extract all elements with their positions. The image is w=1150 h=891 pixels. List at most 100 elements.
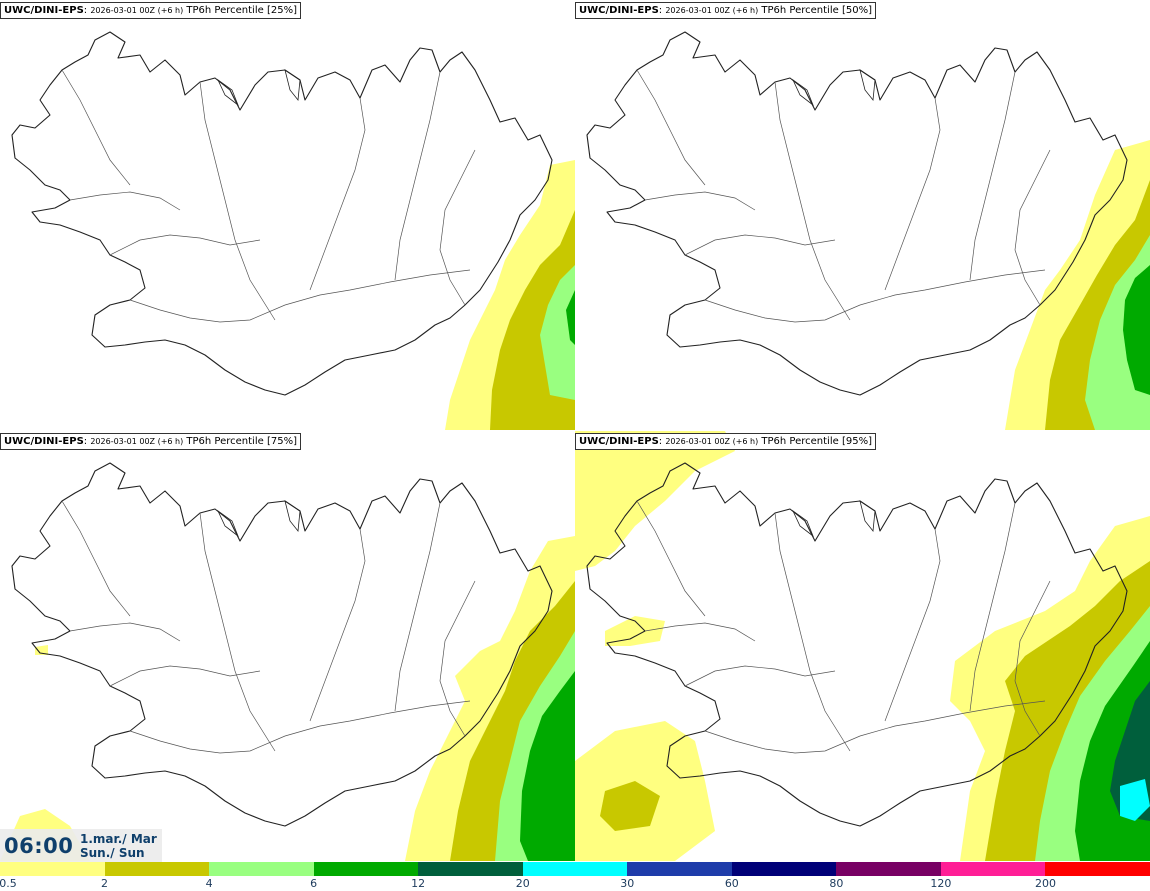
run-time: 2026-03-01 00Z (+6 h) [90, 6, 184, 15]
map-canvas-p75 [0, 462, 575, 861]
colorbar-swatch [0, 862, 105, 876]
precip-area-p25 [540, 265, 575, 400]
model-name: UWC/DINI-EPS [579, 436, 659, 447]
road-line [309, 97, 366, 291]
run-time: 2026-03-01 00Z (+6 h) [665, 437, 759, 446]
field-name: TP6h Percentile [25%] [186, 5, 297, 16]
valid-date-line1: 1.mar./ Mar [80, 832, 157, 846]
run-time: 2026-03-01 00Z (+6 h) [665, 6, 759, 15]
road-line [129, 700, 471, 754]
colorbar-swatch [627, 862, 732, 876]
colorbar-swatch [209, 862, 314, 876]
road-line [69, 191, 181, 211]
road-line [774, 81, 851, 321]
colorbar-tick-label: 20 [515, 877, 530, 890]
precip-area-p95 [600, 781, 660, 831]
road-line [394, 71, 441, 281]
fjord-outline [859, 69, 876, 102]
colorbar-swatch [522, 862, 628, 876]
colorbar-tick-label: 2 [101, 877, 109, 890]
valid-time-clock: 06:00 [4, 834, 74, 858]
panel-title: UWC/DINI-EPS: 2026-03-01 00Z (+6 h) TP6h… [575, 433, 876, 450]
precip-area-p75 [35, 645, 48, 655]
road-line [884, 97, 941, 291]
precip-area-p95 [1120, 779, 1150, 821]
colorbar-tick-label: 200 [1034, 877, 1056, 890]
road-line [684, 234, 836, 256]
precip-colorbar [0, 862, 1150, 876]
panel-title: UWC/DINI-EPS: 2026-03-01 00Z (+6 h) TP6h… [0, 2, 301, 19]
road-line [129, 269, 471, 323]
colorbar-tick-label: 80 [829, 877, 844, 890]
field-name: TP6h Percentile [95%] [761, 436, 872, 447]
precip-area-p95 [575, 431, 735, 571]
road-line [61, 500, 131, 617]
road-line [704, 269, 1046, 323]
precip-area-p95 [605, 616, 665, 646]
model-name: UWC/DINI-EPS [4, 5, 84, 16]
road-line [199, 512, 276, 752]
colorbar-tick-label: 0.5 [0, 877, 17, 890]
colorbar-tick-label: 120 [930, 877, 952, 890]
map-canvas-p95 [575, 431, 1150, 861]
colorbar-tick-label: 30 [620, 877, 635, 890]
road-line [69, 622, 181, 642]
road-line [969, 502, 1016, 712]
colorbar-tick-label: 6 [310, 877, 318, 890]
road-line [61, 69, 131, 186]
field-name: TP6h Percentile [75%] [186, 436, 297, 447]
valid-time-box: 06:00 1.mar./ Mar Sun./ Sun [0, 829, 162, 862]
fjord-outline [791, 78, 814, 107]
colorbar-swatch [836, 862, 941, 876]
road-line [309, 528, 366, 722]
road-line [884, 528, 941, 722]
colorbar-swatch [1045, 862, 1150, 876]
map-canvas-p25 [11, 31, 575, 430]
colorbar-tick-label: 12 [411, 877, 426, 890]
map-panel-p95: UWC/DINI-EPS: 2026-03-01 00Z (+6 h) TP6h… [575, 431, 1150, 861]
colorbar-tick-label: 4 [205, 877, 213, 890]
model-name: UWC/DINI-EPS [4, 436, 84, 447]
road-line [969, 71, 1016, 281]
fjord-outline [284, 500, 301, 533]
fjord-outline [216, 509, 239, 538]
model-name: UWC/DINI-EPS [579, 5, 659, 16]
road-line [774, 512, 851, 752]
panel-title: UWC/DINI-EPS: 2026-03-01 00Z (+6 h) TP6h… [0, 433, 301, 450]
field-name: TP6h Percentile [50%] [761, 5, 872, 16]
map-panel-p75: UWC/DINI-EPS: 2026-03-01 00Z (+6 h) TP6h… [0, 431, 575, 861]
road-line [199, 81, 276, 321]
map-panel-p50: UWC/DINI-EPS: 2026-03-01 00Z (+6 h) TP6h… [575, 0, 1150, 430]
road-line [1014, 149, 1051, 306]
fjord-outline [284, 69, 301, 102]
precip-area-p75 [520, 671, 575, 861]
colorbar-swatch [418, 862, 523, 876]
road-line [636, 69, 706, 186]
road-line [439, 149, 476, 306]
road-line [109, 665, 261, 687]
road-line [394, 502, 441, 712]
colorbar-tick-label: 60 [724, 877, 739, 890]
precip-area-p50 [1123, 265, 1150, 395]
colorbar-swatch [940, 862, 1046, 876]
colorbar-swatch [313, 862, 419, 876]
map-canvas-p50 [586, 31, 1150, 430]
fjord-outline [791, 509, 814, 538]
colorbar-swatch [731, 862, 837, 876]
road-line [1014, 580, 1051, 737]
road-line [636, 500, 706, 617]
road-line [704, 700, 1046, 754]
road-line [684, 665, 836, 687]
road-line [109, 234, 261, 256]
fjord-outline [216, 78, 239, 107]
panel-title: UWC/DINI-EPS: 2026-03-01 00Z (+6 h) TP6h… [575, 2, 876, 19]
map-panel-p25: UWC/DINI-EPS: 2026-03-01 00Z (+6 h) TP6h… [0, 0, 575, 430]
fjord-outline [859, 500, 876, 533]
precip-area-p25 [566, 290, 575, 345]
road-line [439, 580, 476, 737]
colorbar-swatch [104, 862, 210, 876]
road-line [644, 191, 756, 211]
road-line [644, 622, 756, 642]
valid-date-line2: Sun./ Sun [80, 846, 145, 860]
run-time: 2026-03-01 00Z (+6 h) [90, 437, 184, 446]
